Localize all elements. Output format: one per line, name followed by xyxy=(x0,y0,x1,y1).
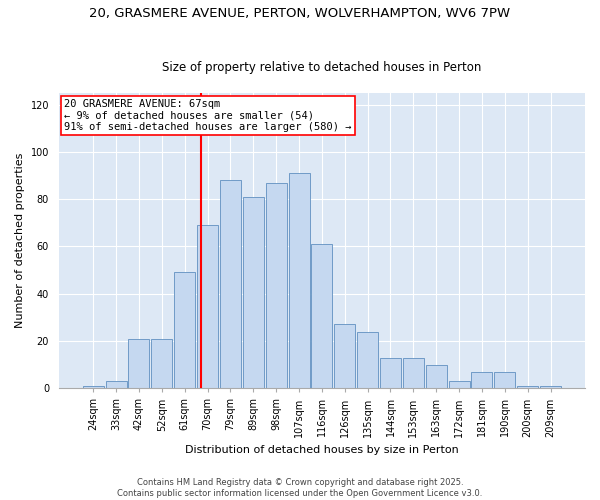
Bar xyxy=(106,381,127,388)
Bar xyxy=(403,358,424,388)
Bar xyxy=(174,272,195,388)
Text: 20, GRASMERE AVENUE, PERTON, WOLVERHAMPTON, WV6 7PW: 20, GRASMERE AVENUE, PERTON, WOLVERHAMPT… xyxy=(89,8,511,20)
Text: Contains HM Land Registry data © Crown copyright and database right 2025.
Contai: Contains HM Land Registry data © Crown c… xyxy=(118,478,482,498)
Bar xyxy=(517,386,538,388)
Title: Size of property relative to detached houses in Perton: Size of property relative to detached ho… xyxy=(162,60,482,74)
Bar xyxy=(472,372,493,388)
X-axis label: Distribution of detached houses by size in Perton: Distribution of detached houses by size … xyxy=(185,445,459,455)
Bar xyxy=(311,244,332,388)
Bar xyxy=(357,332,378,388)
Y-axis label: Number of detached properties: Number of detached properties xyxy=(15,153,25,328)
Bar xyxy=(128,338,149,388)
Bar xyxy=(83,386,104,388)
Bar xyxy=(380,358,401,388)
Bar xyxy=(289,173,310,388)
Bar xyxy=(243,197,264,388)
Bar xyxy=(220,180,241,388)
Bar xyxy=(426,364,447,388)
Bar xyxy=(334,324,355,388)
Bar xyxy=(151,338,172,388)
Bar xyxy=(540,386,561,388)
Bar xyxy=(197,225,218,388)
Bar xyxy=(449,381,470,388)
Bar xyxy=(266,182,287,388)
Bar xyxy=(494,372,515,388)
Text: 20 GRASMERE AVENUE: 67sqm
← 9% of detached houses are smaller (54)
91% of semi-d: 20 GRASMERE AVENUE: 67sqm ← 9% of detach… xyxy=(64,98,352,132)
